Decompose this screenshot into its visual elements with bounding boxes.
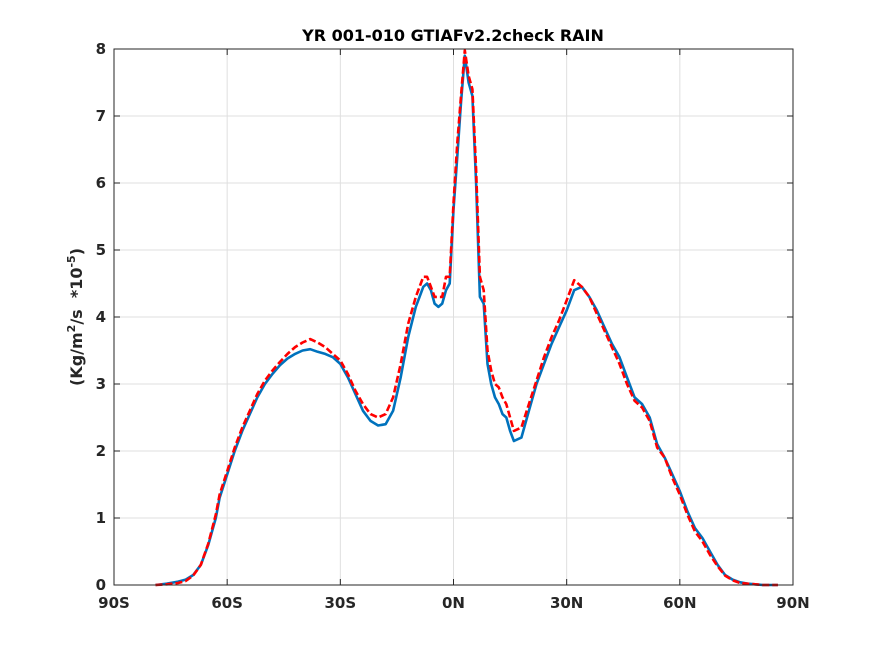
series-layer	[155, 49, 778, 587]
series-line-1	[155, 54, 778, 587]
x-tick-label: 0N	[442, 594, 465, 612]
y-tick-label: 6	[96, 174, 106, 192]
chart-title: YR 001-010 GTIAFv2.2check RAIN	[301, 26, 604, 45]
x-tick-label: 60S	[211, 594, 243, 612]
y-tick-label: 3	[96, 375, 106, 393]
x-tick-label: 90S	[98, 594, 130, 612]
y-tick-label: 7	[96, 107, 106, 125]
y-tick-label: 8	[96, 40, 106, 58]
x-tick-label: 60N	[663, 594, 696, 612]
x-tick-labels: 90S 60S 30S 0N 30N 60N 90N	[98, 594, 810, 612]
y-axis-label: (Kg/m2/s *10-5)	[65, 248, 86, 386]
y-tick-label: 4	[96, 308, 106, 326]
axis-ticks	[113, 48, 794, 586]
y-tick-label: 2	[96, 442, 106, 460]
y-tick-label: 1	[96, 509, 106, 527]
x-tick-label: 30N	[550, 594, 583, 612]
x-tick-label: 30S	[324, 594, 356, 612]
y-tick-labels: 0 1 2 3 4 5 6 7 8	[96, 40, 106, 594]
y-tick-label: 5	[96, 241, 106, 259]
y-tick-label: 0	[96, 576, 106, 594]
x-tick-label: 90N	[776, 594, 809, 612]
